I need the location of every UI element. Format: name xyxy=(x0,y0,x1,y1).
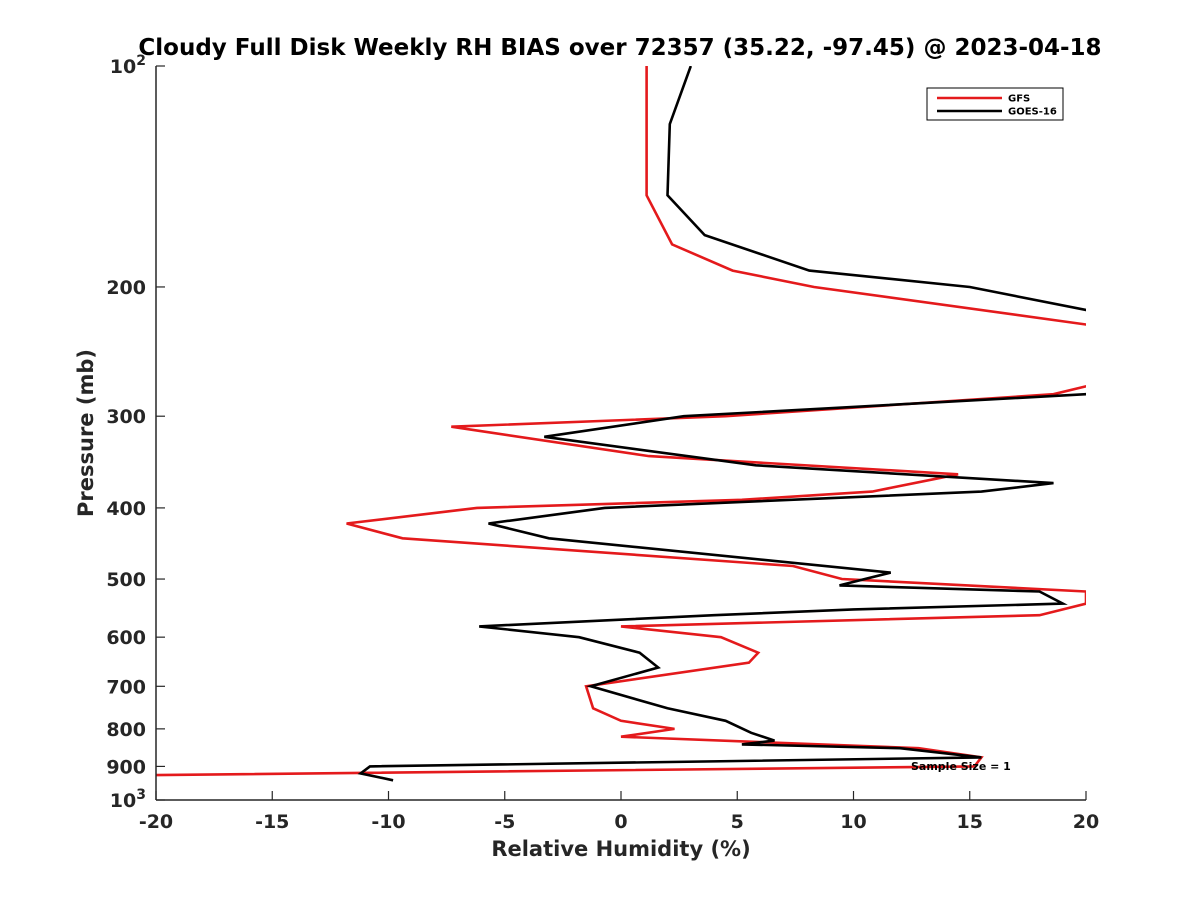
y-tick-exponent: 2 xyxy=(136,53,146,69)
series-line-goes-16 xyxy=(357,66,1086,782)
y-tick-base: 200 xyxy=(106,277,146,299)
axes-layer xyxy=(155,66,1086,801)
x-tick-label: 5 xyxy=(731,811,744,833)
x-tick-label: 0 xyxy=(614,811,627,833)
chart-title: Cloudy Full Disk Weekly RH BIAS over 723… xyxy=(138,35,1101,61)
x-tick-label: -5 xyxy=(494,811,515,833)
y-tick-label: 500 xyxy=(106,569,146,591)
y-tick-base: 600 xyxy=(106,627,146,649)
x-tick-label: -15 xyxy=(255,811,289,833)
legend-box xyxy=(926,87,1064,121)
y-tick-label: 600 xyxy=(106,627,146,649)
x-tick-label: 20 xyxy=(1073,811,1099,833)
x-tick-label: -10 xyxy=(371,811,405,833)
legend-label: GOES-16 xyxy=(1008,107,1057,118)
y-tick-label: 300 xyxy=(106,406,146,428)
series-layer xyxy=(156,66,1086,782)
y-tick-base: 400 xyxy=(106,498,146,520)
y-tick-label: 700 xyxy=(106,676,146,698)
y-axis-label: Pressure (mb) xyxy=(74,349,98,517)
y-tick-base: 800 xyxy=(106,719,146,741)
x-ticks: -20 -15 -10 -5 0 5 10 15 20 xyxy=(139,791,1099,833)
x-axis-label: Relative Humidity (%) xyxy=(491,837,750,861)
y-tick-base: 10 xyxy=(110,790,136,812)
y-tick-base: 900 xyxy=(106,756,146,778)
legend: GFS GOES-16 xyxy=(926,87,1064,121)
series-line-gfs xyxy=(156,66,1086,777)
y-tick-label: 200 xyxy=(106,277,146,299)
y-tick-exponent: 3 xyxy=(136,787,146,803)
y-tick-label: 800 xyxy=(106,719,146,741)
legend-label: GFS xyxy=(1008,94,1030,105)
y-tick-label: 102 xyxy=(110,53,146,78)
x-tick-label: 10 xyxy=(840,811,866,833)
y-tick-label: 103 xyxy=(110,787,146,812)
y-tick-base: 700 xyxy=(106,676,146,698)
y-tick-base: 10 xyxy=(110,56,136,78)
y-tick-label: 400 xyxy=(106,498,146,520)
y-tick-base: 300 xyxy=(106,406,146,428)
y-tick-base: 500 xyxy=(106,569,146,591)
x-tick-label: 15 xyxy=(957,811,983,833)
sample-size-annotation: Sample Size = 1 xyxy=(911,760,1011,773)
x-tick-label: -20 xyxy=(139,811,173,833)
y-tick-label: 900 xyxy=(106,756,146,778)
